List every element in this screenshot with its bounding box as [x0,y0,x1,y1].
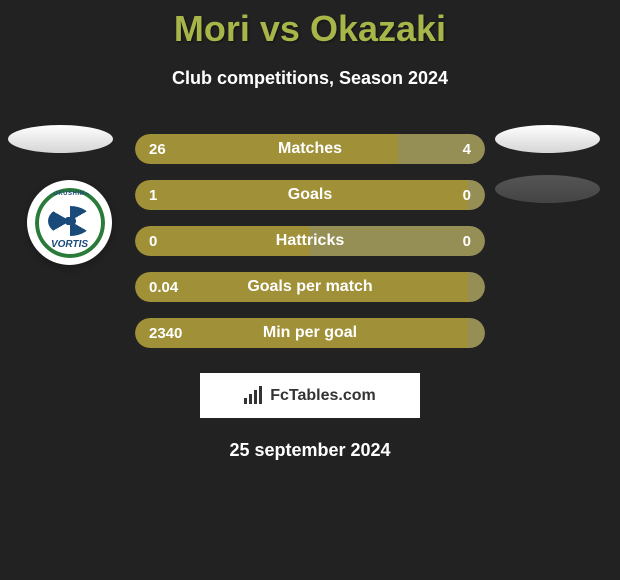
logo-bar [254,390,257,404]
stat-row: 264 Matches [135,134,485,164]
stat-right-value: 0 [468,180,486,210]
stats-container: 264Matches10Goals00Hattricks0.04Goals pe… [0,134,620,348]
stat-label: Hattricks [276,232,344,250]
stat-row: 10Goals [135,180,485,210]
stat-row: 00Hattricks [135,226,485,256]
stat-label: Goals per match [247,278,372,296]
stat-row: 2340Min per goal [135,318,485,348]
footer-logo-icon [244,386,264,406]
stat-label: Matches [278,140,342,158]
page-title: Mori vs Okazaki [0,0,620,50]
stat-left-value: 26 [135,134,398,164]
footer-branding: FcTables.com [200,373,420,418]
logo-bar [244,398,247,404]
footer-brand-text: FcTables.com [270,387,376,405]
stat-label: Goals [288,186,332,204]
stat-row: 0.04Goals per match [135,272,485,302]
stat-label: Min per goal [263,324,357,342]
date-text: 25 september 2024 [0,440,620,461]
stat-right-value [468,318,486,348]
subtitle: Club competitions, Season 2024 [0,68,620,89]
stat-right-value: 4 [398,134,486,164]
logo-bar [259,386,262,404]
stat-right-value [468,272,486,302]
logo-bar [249,394,252,404]
